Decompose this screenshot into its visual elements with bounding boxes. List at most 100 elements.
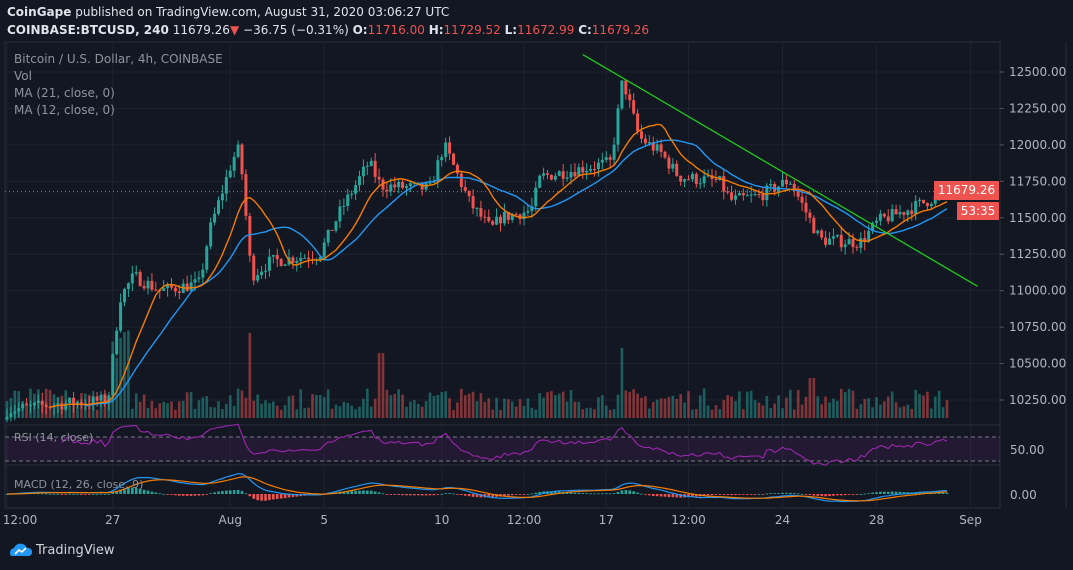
- volume-bar: [95, 409, 99, 418]
- macd-histogram-bar: [178, 494, 181, 496]
- rsi-line: [61, 423, 948, 466]
- macd-histogram-bar: [260, 494, 263, 501]
- candle-body: [279, 259, 283, 266]
- volume-bar: [377, 353, 381, 418]
- macd-histogram-bar: [416, 494, 420, 496]
- candle-body: [29, 404, 32, 406]
- macd-histogram-bar: [518, 494, 522, 495]
- candle-body: [134, 272, 138, 274]
- candle-body: [918, 199, 922, 202]
- volume-bar: [303, 408, 306, 418]
- volume-bar: [530, 407, 534, 418]
- macd-histogram-bar: [107, 493, 111, 495]
- publish-info: CoinGape published on TradingView.com, A…: [7, 5, 449, 19]
- candle-body: [577, 167, 581, 177]
- volume-bar: [315, 394, 318, 418]
- macd-histogram-bar: [350, 490, 353, 494]
- volume-bar: [683, 402, 686, 418]
- change: −36.75 (−0.31%): [243, 23, 349, 37]
- volume-bar: [48, 389, 52, 418]
- volume-bar: [283, 405, 287, 418]
- volume-bar: [322, 397, 326, 418]
- candle-body: [260, 271, 264, 276]
- candle-body: [546, 173, 549, 175]
- volume-bar: [585, 408, 588, 418]
- volume-bar: [150, 400, 154, 418]
- brand-name: TradingView: [36, 542, 115, 558]
- candle-body: [393, 184, 397, 188]
- volume-bar: [757, 402, 761, 418]
- candle-body: [17, 408, 21, 412]
- macd-histogram-bar: [585, 493, 588, 495]
- low-label: L:: [504, 23, 518, 37]
- candle-body: [522, 212, 526, 220]
- candle-body: [788, 183, 792, 185]
- macd-histogram-bar: [792, 493, 796, 494]
- candle-body: [553, 175, 557, 180]
- volume-bar: [890, 391, 894, 418]
- candle-body: [295, 260, 299, 263]
- candle-body: [741, 193, 745, 196]
- candle-body: [632, 100, 636, 114]
- macd-histogram-bar: [393, 494, 397, 495]
- candle-body: [765, 185, 769, 201]
- macd-histogram-bar: [471, 494, 475, 497]
- candle-body: [471, 196, 475, 209]
- macd-histogram-bar: [342, 491, 346, 494]
- candle-body: [722, 176, 726, 192]
- candle-body: [5, 416, 9, 420]
- volume-bar: [808, 378, 812, 418]
- candle-body: [643, 138, 647, 144]
- macd-histogram-bar: [377, 492, 381, 494]
- candle-body: [796, 190, 800, 197]
- volume-bar: [581, 409, 585, 418]
- candle-body: [25, 404, 29, 406]
- volume-bar: [812, 378, 816, 418]
- volume-bar: [299, 389, 303, 418]
- candle-body: [616, 108, 620, 145]
- tradingview-logo[interactable]: TradingView: [8, 542, 115, 558]
- volume-bar: [914, 389, 917, 418]
- volume-bar: [495, 397, 498, 418]
- candle-body: [867, 230, 871, 242]
- volume-bar: [546, 392, 549, 418]
- candle-body: [326, 229, 330, 243]
- volume-bar: [851, 390, 855, 418]
- volume-bar: [25, 402, 28, 418]
- macd-histogram-bar: [95, 493, 99, 495]
- macd-histogram-bar: [581, 493, 585, 494]
- x-tick-label: 12:00: [507, 513, 542, 527]
- candle-body: [228, 170, 232, 178]
- macd-histogram-bar: [397, 494, 400, 495]
- candle-body: [381, 179, 385, 190]
- volume-bar: [687, 391, 690, 418]
- volume-bar: [185, 392, 189, 418]
- candle-body: [428, 182, 432, 184]
- candle-body: [432, 181, 436, 183]
- macd-label: MACD (12, 26, close, 9): [14, 478, 144, 491]
- candle-body: [99, 394, 103, 401]
- rsi-label: RSI (14, close): [14, 431, 94, 444]
- candle-body: [322, 242, 326, 257]
- candle-body: [72, 397, 76, 405]
- macd-histogram-bar: [503, 494, 506, 496]
- candle-body: [173, 287, 177, 292]
- candle-body: [749, 194, 753, 196]
- macd-histogram-bar: [530, 493, 534, 495]
- volume-bar: [158, 403, 162, 418]
- candle-body: [44, 404, 48, 408]
- volume-bar: [534, 409, 538, 418]
- volume-bar: [863, 398, 867, 418]
- macd-histogram-bar: [593, 493, 596, 495]
- volume-bar: [894, 402, 898, 418]
- volume-bar: [217, 401, 220, 418]
- macd-histogram-bar: [875, 492, 878, 494]
- candle-body: [354, 185, 358, 194]
- macd-histogram-bar: [146, 490, 150, 494]
- volume-bar: [561, 391, 565, 418]
- volume-bar: [413, 400, 416, 418]
- volume-bar: [698, 395, 702, 418]
- volume-bar: [197, 400, 201, 418]
- macd-histogram-bar: [757, 493, 761, 495]
